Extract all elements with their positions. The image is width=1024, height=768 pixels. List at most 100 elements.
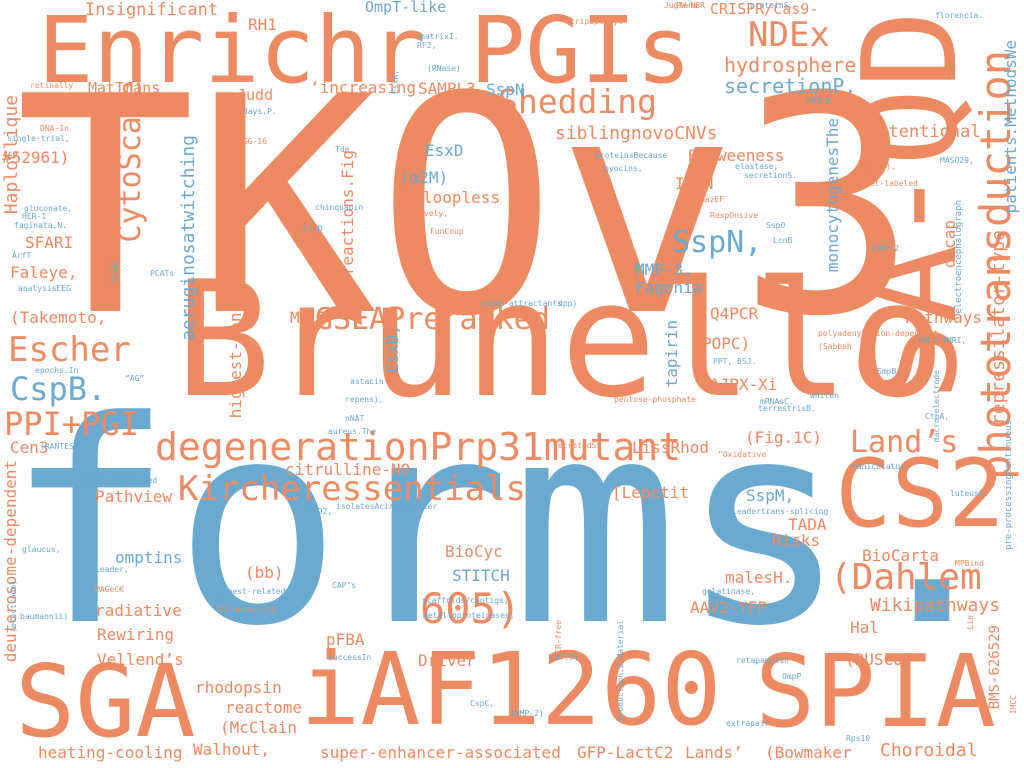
- word-tde-124: Tde: [335, 145, 350, 154]
- word-nnat-151: nNAT: [345, 414, 365, 423]
- word-mattrans-35: MatTrans: [88, 79, 161, 97]
- word-electrode-175: (electrode): [9, 580, 18, 633]
- word-heating-cooling-89: heating-cooling: [38, 743, 183, 762]
- word-risks-77: Risks: [772, 531, 821, 550]
- word-electroencephalograph-105: electroencephalograph: [954, 200, 964, 314]
- word-baumannii-182: baumannii): [20, 612, 69, 621]
- word-lepetit-73: [Lepetit: [612, 483, 690, 502]
- word-faleye-53: Faleye,: [10, 263, 78, 282]
- word-pentose-phosphate-158: pentose-phosphate: [614, 395, 696, 404]
- word-mmps-132: (MMPs),: [862, 162, 896, 171]
- word-pre-processingcontinuous-104: pre-processingContinuous: [1004, 420, 1014, 551]
- word-highest-confidence-63: highest-confidence: [226, 245, 245, 419]
- word-leadertrans-splicing-172: leadertrans-splicing: [732, 507, 829, 516]
- word-rnase-120: (RNase): [427, 64, 461, 73]
- word-esxd-43: EsxD: [425, 141, 464, 160]
- word-spiralisspliced-169: spiralisspliced: [85, 476, 158, 485]
- word-busco-96: (BUSCO): [845, 650, 913, 669]
- word-enrichr-3: Enrichr: [38, 0, 426, 104]
- word-leader-174: leader,: [95, 565, 129, 574]
- word-biocarta-102: BioCarta: [862, 546, 940, 565]
- word-aureus-the-150: aureus.The: [328, 427, 377, 436]
- word-faginata-n-111: faginata,N.: [14, 221, 67, 230]
- word-mpbind-188: MPBind: [955, 559, 984, 568]
- word-astacin-148: astacin: [350, 377, 384, 386]
- word-scaffolds-contigs-180: scaffolds/contigs,: [422, 596, 509, 605]
- word-rewiring-83: Rewiring: [97, 625, 175, 644]
- word-mot-131: Mot: [865, 139, 880, 148]
- word-sabbah-155: (Sabbah: [818, 342, 852, 351]
- word-pathways-61: Pathways: [905, 308, 983, 327]
- word-cen3-55: Cen3: [10, 438, 49, 457]
- word-ompt-like-29: OmpT-like: [365, 0, 447, 16]
- word-driver-95: Driver: [418, 651, 476, 670]
- word-cs2-6: CS2: [835, 440, 1005, 549]
- word-radiative-82: radiative: [95, 601, 182, 620]
- word-monocytogenesthe-60: monocytogenesThe: [823, 118, 842, 273]
- word-ndex-16: NDEx: [748, 15, 830, 55]
- word-ph7-8-191: pH7.8): [550, 653, 579, 662]
- word-maniculatus-167: maniculatus,: [852, 462, 910, 471]
- word-gfp-lactc2-91: GFP-LactC2: [577, 743, 674, 762]
- word-tkov3-0: TKOv3: [15, 33, 919, 382]
- word-vellend-s-84: Vellend’s: [97, 650, 184, 669]
- word-repens-149: repens),: [345, 395, 384, 404]
- word-cspb-20: CspB.: [10, 370, 107, 408]
- word-tapirin-68: tapirin: [662, 320, 681, 388]
- word-lcnb-139: LcnB: [773, 236, 793, 245]
- word-rf2-119: RF2,: [417, 41, 437, 50]
- word-dna-in-107: DNA-In: [40, 124, 69, 133]
- word-cspc-192: CspC,: [470, 699, 495, 708]
- word-chemo-attractants-141: chemo-attractants: [480, 299, 562, 308]
- word-sspn-39: SspN: [486, 80, 525, 99]
- word-retapamulin-187: retapamulin: [736, 656, 789, 665]
- word-hal-97: Hal: [850, 618, 879, 637]
- word-smpb-157: SmpB,: [877, 367, 902, 376]
- word-lin-189: Lin: [966, 615, 975, 630]
- word-repressilator-type-26: repressilator-type: [988, 230, 1009, 426]
- word-patients-methodswe-27: patients.MethodsWe: [1001, 40, 1020, 214]
- word-52961-51: #52961): [2, 148, 70, 167]
- word-iren-46: IREN: [675, 174, 714, 193]
- word-arft-112: ArfT: [12, 251, 32, 260]
- word-whiten-161: whiten: [810, 391, 839, 400]
- word-ctpa-163: CtpA,: [925, 412, 950, 421]
- word-ppt-152: PPT,: [713, 357, 733, 366]
- word-takemoto-54: (Takemoto,: [10, 308, 107, 327]
- word-walhout-88: Walhout,: [193, 740, 271, 759]
- word-pyocins-129: pyocins,: [604, 164, 643, 173]
- word-fagonia-58: Fagonia: [635, 278, 703, 297]
- word-maso29-134: MASO29,: [940, 156, 974, 165]
- word-dpp-142: dpp): [558, 299, 578, 308]
- word-cytoscape-18: CytoScape: [113, 80, 148, 243]
- word-pfba-98: pFBA: [326, 630, 365, 649]
- word-crispr-cas9-30: CRISPR/Cas9-: [710, 0, 819, 18]
- word-hbd2-170: hBD2,: [308, 507, 333, 516]
- word-elastase-130: elastase,: [735, 162, 779, 171]
- word-bsj-153: BSJ.: [737, 357, 757, 366]
- word-esxb-69: EsxB,: [383, 325, 402, 374]
- word-cspb-126: CspB: [303, 224, 323, 233]
- word-sspo-138: SspO: [766, 221, 786, 230]
- word-mmp-3-57: MMP-3,: [635, 260, 693, 279]
- word-pw-nbr-123: PW-NBR: [676, 1, 705, 10]
- word-analysiseeg-113: analysisEEG: [18, 284, 71, 293]
- word-pathview-74: Pathview: [95, 487, 173, 506]
- word-esxa-121: EsxA,: [391, 70, 400, 95]
- word-popc-66: POPC): [702, 334, 751, 353]
- word-mageck-176: MAGeCK: [95, 585, 124, 594]
- word-shedding-15: Shedding: [498, 82, 657, 121]
- word-responsive-137: RespOnsive: [710, 211, 759, 220]
- word-macro-electrode-162: macro-electrode: [932, 370, 941, 443]
- word-lands-92: Lands’: [685, 743, 743, 762]
- word-matrixi-118: matrixI.: [420, 32, 459, 41]
- word-juglans-122: Juglans: [664, 1, 698, 10]
- word-insignificant-28: Insignificant: [85, 0, 219, 20]
- word-dot-labeled-133: dot-labeled: [865, 179, 918, 188]
- word-florencia-33: florencia.: [935, 11, 984, 20]
- word-sspn-22: SspN,: [672, 225, 763, 260]
- word-tripeptidyl-32: tripeptidyl: [570, 17, 623, 26]
- word-successin-183: successIn: [328, 653, 372, 662]
- word-chinquapin-125: chinquapin: [315, 203, 364, 212]
- word-gseapreranked-14: GSEAPreranked: [315, 302, 550, 337]
